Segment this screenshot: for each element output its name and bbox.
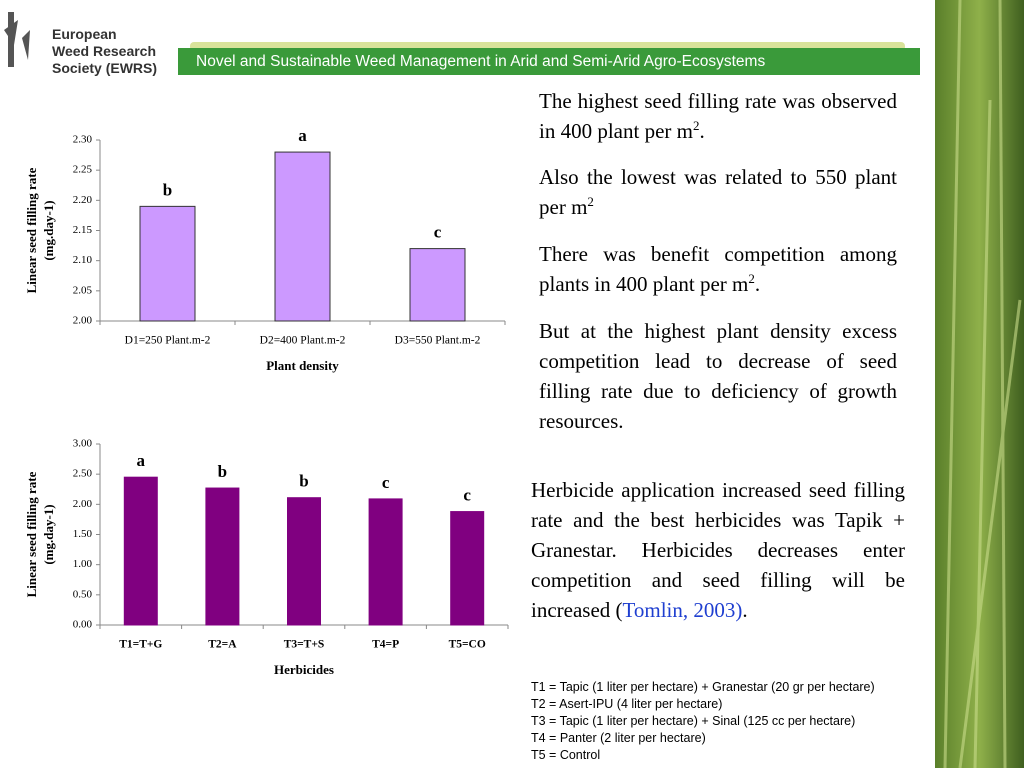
y-tick-label: 2.00 xyxy=(73,315,93,327)
y-tick-label: 2.15 xyxy=(73,224,93,236)
bar xyxy=(274,151,331,322)
bar-annotation: c xyxy=(434,223,442,242)
y-tick-label: 0.00 xyxy=(73,619,93,631)
banner xyxy=(178,48,920,75)
y-tick-label: 2.05 xyxy=(73,284,93,296)
paragraph: Herbicide application increased seed fil… xyxy=(531,478,905,622)
bar xyxy=(409,248,466,322)
bar-annotation: c xyxy=(463,485,471,504)
x-tick-label: T4=P xyxy=(372,639,399,651)
bar xyxy=(450,511,485,626)
y-tick-label: 0.50 xyxy=(73,588,93,600)
y-tick-label: 2.30 xyxy=(73,134,93,146)
y-axis-label: (mg.day-1) xyxy=(41,504,56,564)
x-axis-label: Herbicides xyxy=(274,662,334,677)
paragraph: The highest seed filling rate was observ… xyxy=(539,89,897,143)
y-tick-label: 2.10 xyxy=(73,254,93,266)
bar xyxy=(205,487,240,626)
legend-line: T5 = Control xyxy=(531,748,601,762)
society-name: Society (EWRS) xyxy=(52,60,158,76)
legend-line: T3 = Tapic (1 liter per hectare) + Sinal… xyxy=(531,714,856,728)
x-axis-label: Plant density xyxy=(266,358,339,373)
bar-annotation: c xyxy=(382,473,390,492)
bar xyxy=(139,205,196,322)
y-tick-label: 1.50 xyxy=(73,528,93,540)
bar-annotation: b xyxy=(299,472,308,491)
y-tick-label: 1.00 xyxy=(73,558,93,570)
banner-text: Novel and Sustainable Weed Management in… xyxy=(196,53,765,70)
treatment-legend: T1 = Tapic (1 liter per hectare) + Grane… xyxy=(531,679,875,764)
y-axis-label: Linear seed filling rate xyxy=(24,167,39,293)
bar xyxy=(287,497,321,626)
y-axis-label: Linear seed filling rate xyxy=(24,471,39,597)
x-tick-label: T5=CO xyxy=(449,639,486,651)
legend-line: T4 = Panter (2 liter per hectare) xyxy=(531,731,706,745)
y-axis-label: (mg.day-1) xyxy=(41,200,56,260)
y-tick-label: 2.00 xyxy=(73,498,93,510)
x-tick-label: D2=400 Plant.m-2 xyxy=(260,335,346,347)
x-tick-label: T2=A xyxy=(208,639,237,651)
bar-annotation: b xyxy=(218,462,227,481)
y-tick-label: 2.50 xyxy=(73,468,93,480)
paragraph: But at the highest plant density excess … xyxy=(539,319,897,433)
paragraph: Also the lowest was related to 550 plant… xyxy=(539,165,897,219)
bar-annotation: a xyxy=(298,126,307,145)
bar xyxy=(368,498,403,626)
x-tick-label: T1=T+G xyxy=(119,639,162,651)
paragraph: There was benefit competition among plan… xyxy=(539,242,897,296)
logo xyxy=(4,12,30,67)
y-tick-label: 3.00 xyxy=(73,438,93,450)
y-tick-label: 2.20 xyxy=(73,194,93,206)
bar-annotation: a xyxy=(137,451,146,470)
legend-line: T2 = Asert-IPU (4 liter per hectare) xyxy=(531,697,723,711)
legend-line: T1 = Tapic (1 liter per hectare) + Grane… xyxy=(531,680,875,694)
y-tick-label: 2.25 xyxy=(73,164,93,176)
bar-annotation: b xyxy=(163,180,172,199)
x-tick-label: T3=T+S xyxy=(284,639,325,651)
x-tick-label: D3=550 Plant.m-2 xyxy=(395,335,481,347)
society-name: European xyxy=(52,26,117,42)
x-tick-label: D1=250 Plant.m-2 xyxy=(125,335,211,347)
society-name: Weed Research xyxy=(52,43,157,59)
bar xyxy=(123,476,158,626)
grass-blades xyxy=(943,0,1022,768)
